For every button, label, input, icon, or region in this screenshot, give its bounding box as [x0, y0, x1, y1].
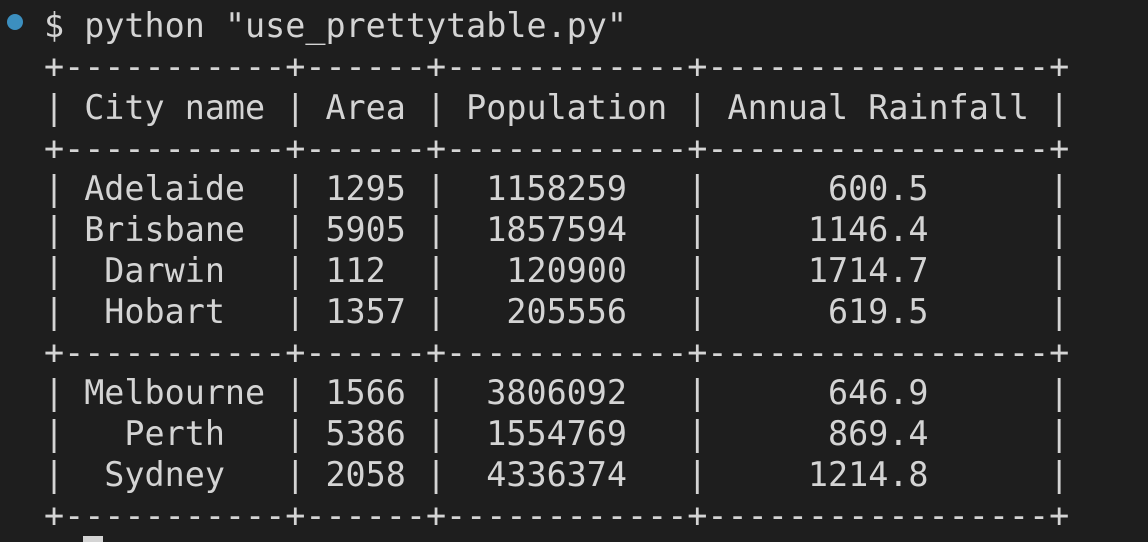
table-row: | Perth | 5386 | 1554769 | 869.4 |	[44, 414, 1070, 454]
status-dot-icon	[7, 14, 23, 30]
table-row: | Brisbane | 5905 | 1857594 | 1146.4 |	[44, 210, 1070, 250]
table-row: | Hobart | 1357 | 205556 | 619.5 |	[44, 291, 1070, 331]
table-row: | Melbourne | 1566 | 3806092 | 646.9 |	[44, 373, 1070, 413]
table-header-row: | City name | Area | Population | Annual…	[44, 87, 1070, 127]
command-line: $ python "use_prettytable.py"	[44, 6, 627, 46]
table-row: | Adelaide | 1295 | 1158259 | 600.5 |	[44, 169, 1070, 209]
prompt-symbol: $	[44, 6, 65, 45]
command-text: python "use_prettytable.py"	[84, 6, 627, 45]
table-border: +-----------+------+------------+-------…	[44, 128, 1070, 168]
table-row: | Sydney | 2058 | 4336374 | 1214.8 |	[44, 455, 1070, 494]
table-border: +-----------+------+------------+-------…	[44, 495, 1070, 535]
cursor-block-icon	[83, 536, 103, 542]
table-border: +-----------+------+------------+-------…	[44, 332, 1070, 372]
table-border: +-----------+------+------------+-------…	[44, 47, 1070, 86]
table-row: | Darwin | 112 | 120900 | 1714.7 |	[44, 251, 1070, 290]
